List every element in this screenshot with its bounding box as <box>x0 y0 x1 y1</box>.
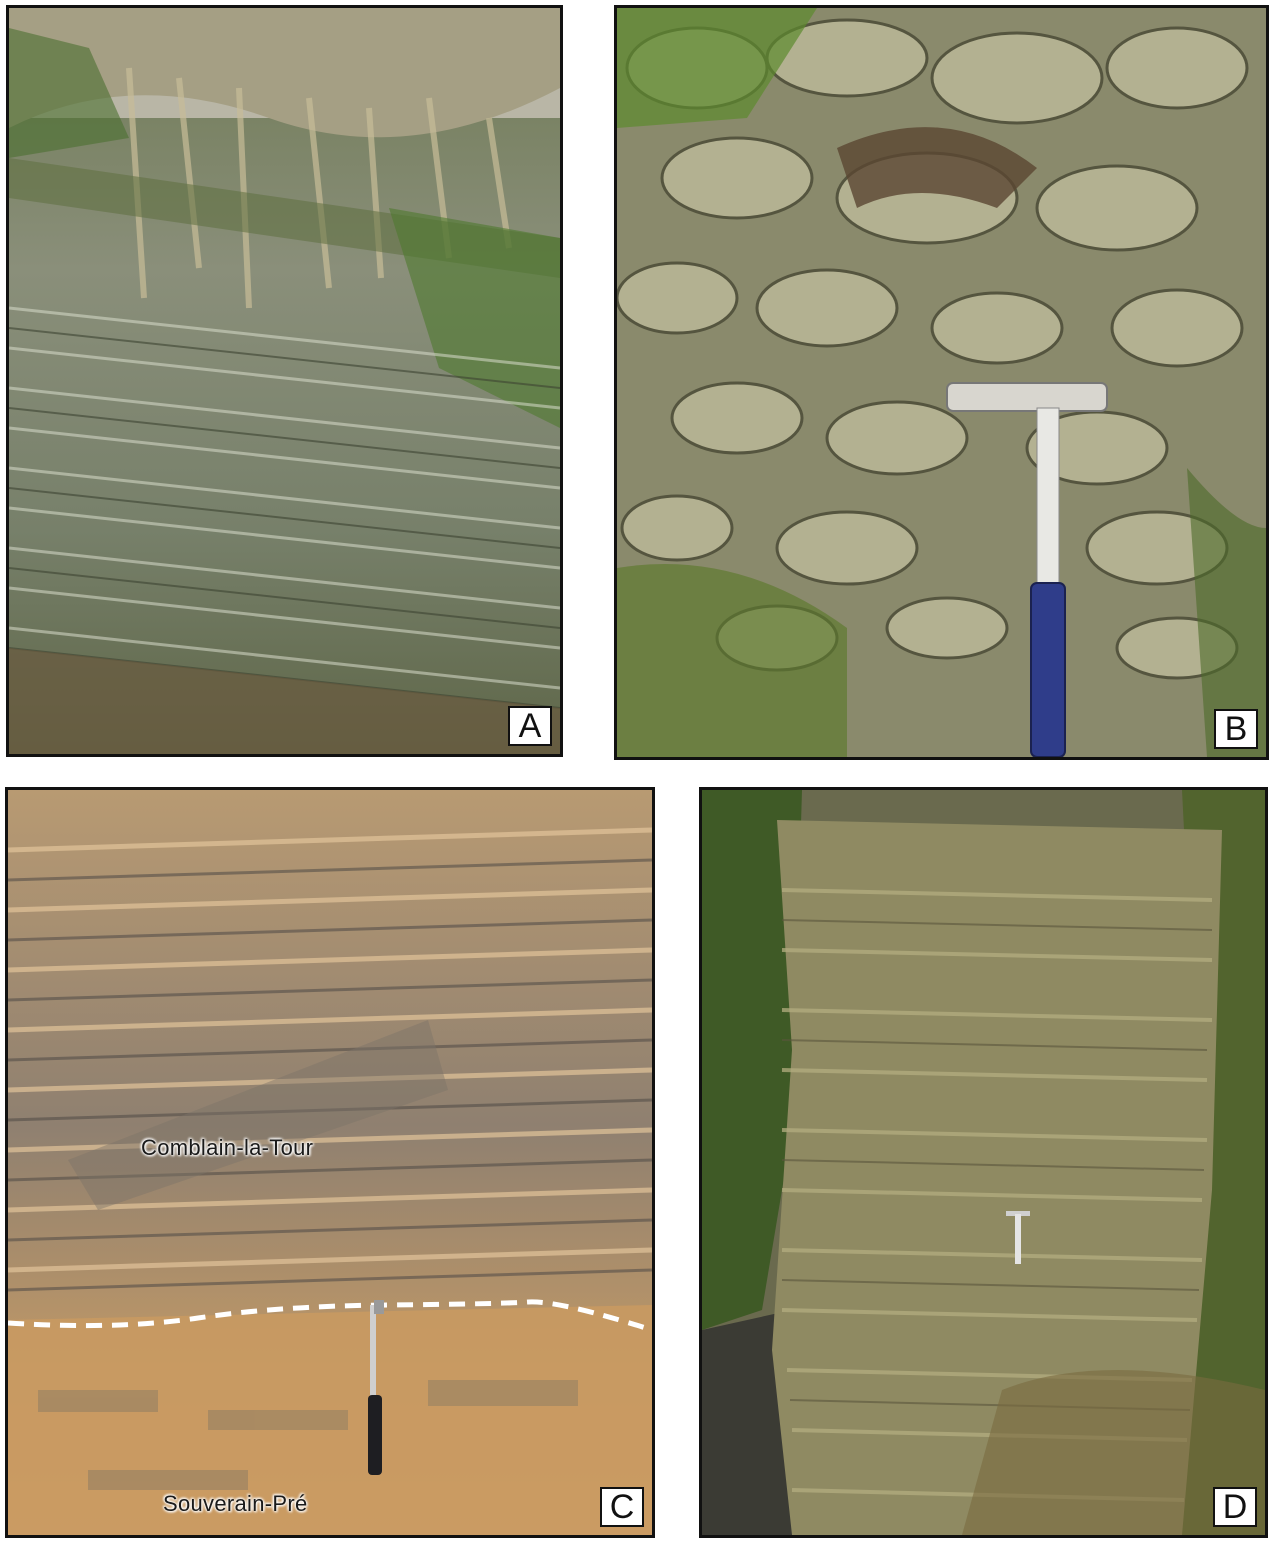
thick-bedded-sandstone-cliff-with-hammer-photo <box>702 790 1265 1535</box>
layered-shale-outcrop-photo <box>9 8 560 754</box>
panel-label-d: D <box>1213 1487 1257 1527</box>
photo-panel-a: A <box>6 5 563 757</box>
formation-label-upper: Comblain-la-Tour <box>141 1135 314 1160</box>
nodular-limestone-outcrop-with-hammer-photo <box>617 8 1266 757</box>
panel-label-b: B <box>1214 709 1258 749</box>
panel-label-a: A <box>508 706 552 746</box>
photo-panel-d: D <box>699 787 1268 1538</box>
photo-panel-b: B <box>614 5 1269 760</box>
panel-label-c: C <box>600 1487 644 1527</box>
formation-label-lower: Souverain-Pré <box>163 1491 308 1516</box>
bedded-sandstone-outcrop-with-contact-photo <box>8 790 652 1535</box>
photo-panel-c: Comblain-la-Tour Souverain-Pré C <box>5 787 655 1538</box>
